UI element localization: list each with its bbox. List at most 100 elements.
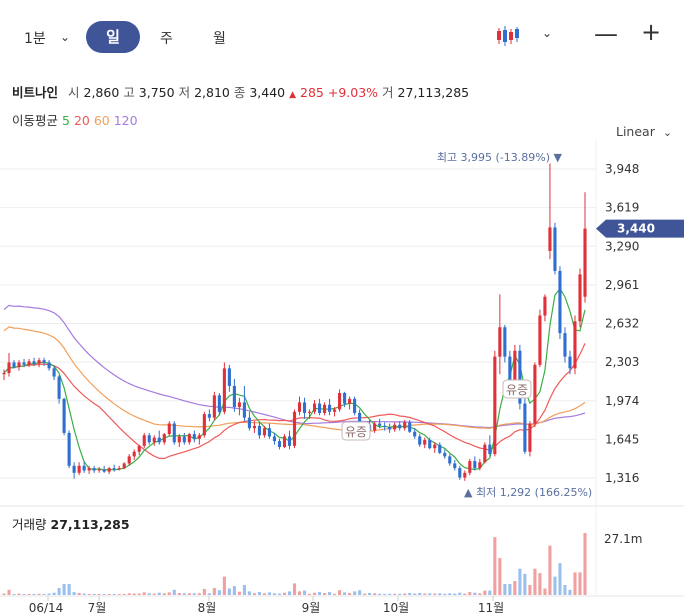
volume-bar xyxy=(543,588,547,595)
tab-day[interactable]: 일 xyxy=(86,21,140,53)
volume-bar xyxy=(267,592,272,595)
candle xyxy=(167,423,171,435)
current-price-label: 3,440 xyxy=(617,222,655,236)
chevron-down-icon[interactable]: ⌄ xyxy=(60,30,71,44)
candle xyxy=(32,361,36,364)
candle xyxy=(418,436,422,445)
minus-icon[interactable]: — xyxy=(594,20,618,48)
x-tick-label: 9월 xyxy=(302,601,321,615)
candle xyxy=(212,395,216,418)
volume-bar xyxy=(167,592,171,595)
volume-legend: 거래량 27,113,285 xyxy=(12,514,130,533)
price-tick: 1,645 xyxy=(605,432,639,446)
candle xyxy=(247,417,251,429)
volume-bar xyxy=(413,593,417,595)
volume-bar xyxy=(488,590,492,595)
candle xyxy=(112,468,116,470)
scale-select[interactable]: Linear ⌄ xyxy=(616,124,672,139)
volume-bar xyxy=(307,593,312,595)
volume-bar xyxy=(217,590,221,595)
candle xyxy=(533,364,537,424)
volume-bar xyxy=(312,592,317,595)
volume-tick: 27.1m xyxy=(604,532,642,546)
volume-bar xyxy=(82,593,86,595)
candle xyxy=(187,434,191,443)
ma-20[interactable]: 20 xyxy=(73,113,90,128)
candle xyxy=(453,463,457,469)
candle xyxy=(343,393,347,404)
candle xyxy=(498,327,502,357)
volume-bar xyxy=(383,594,387,595)
candle xyxy=(543,296,547,316)
volume-bar xyxy=(232,586,236,595)
ma-120[interactable]: 120 xyxy=(113,113,138,128)
volume-bar xyxy=(558,563,562,595)
candle xyxy=(77,465,81,473)
volume-bar xyxy=(438,593,442,595)
volume-bar xyxy=(47,593,51,595)
x-tick-label: 7월 xyxy=(88,601,107,615)
volume-bar xyxy=(328,592,332,595)
volume-bar xyxy=(423,593,427,595)
volume-bar xyxy=(408,592,412,595)
candle xyxy=(558,270,562,334)
price-tick: 3,948 xyxy=(605,162,639,176)
candle xyxy=(192,434,196,439)
tab-week[interactable]: 주 xyxy=(160,31,173,47)
chart-type-chevron-icon[interactable]: ⌄ xyxy=(542,26,553,40)
close-value: 3,440 xyxy=(249,85,286,100)
volume-bar xyxy=(282,592,287,595)
volume-bar xyxy=(57,588,61,595)
candle xyxy=(373,423,377,431)
candle xyxy=(42,360,46,363)
candle xyxy=(563,333,567,357)
volume-bar xyxy=(207,593,211,595)
candle xyxy=(478,462,482,469)
candle xyxy=(287,436,292,446)
ma-5[interactable]: 5 xyxy=(62,113,70,128)
candle xyxy=(443,452,447,457)
volume-bar xyxy=(568,589,572,595)
high-marker: 최고 3,995 (-13.89%) ▼ xyxy=(437,151,563,164)
candlestick-icon[interactable] xyxy=(496,24,522,48)
volume-value: 27,113,285 xyxy=(397,85,470,100)
plus-icon[interactable]: + xyxy=(641,18,662,46)
candle xyxy=(87,468,91,471)
volume-bar xyxy=(353,591,357,595)
volume-bar xyxy=(458,592,462,595)
volume-bar xyxy=(287,591,292,595)
tab-month[interactable]: 월 xyxy=(213,31,226,47)
volume-bar xyxy=(102,594,106,595)
volume-bar xyxy=(368,592,372,595)
event-badge xyxy=(502,379,532,399)
volume-bar xyxy=(92,594,96,595)
price-tick: 2,961 xyxy=(605,278,639,292)
volume-bar xyxy=(172,589,176,595)
candle xyxy=(7,362,11,374)
candle xyxy=(317,403,322,413)
volume-bar xyxy=(147,593,151,595)
volume-bar xyxy=(418,592,422,595)
candle xyxy=(127,456,131,464)
volume-bar xyxy=(292,583,297,595)
volume-bar xyxy=(247,591,251,595)
candle xyxy=(548,227,552,251)
high-label: 고 xyxy=(123,85,135,100)
volume-bar xyxy=(87,594,91,595)
volume-bar xyxy=(2,593,6,595)
volume-bar xyxy=(202,588,206,595)
candle xyxy=(493,356,497,455)
volume-bar xyxy=(137,593,141,595)
candle xyxy=(553,227,557,271)
interval-select[interactable]: 1분 xyxy=(24,31,46,47)
candle xyxy=(473,461,477,469)
candle xyxy=(242,402,246,418)
candle xyxy=(97,469,101,471)
ma-60[interactable]: 60 xyxy=(93,113,110,128)
volume-bar xyxy=(373,593,377,595)
candle xyxy=(393,424,397,430)
candle xyxy=(172,423,176,443)
volume-bar xyxy=(262,593,267,595)
volume-bar xyxy=(528,585,532,595)
